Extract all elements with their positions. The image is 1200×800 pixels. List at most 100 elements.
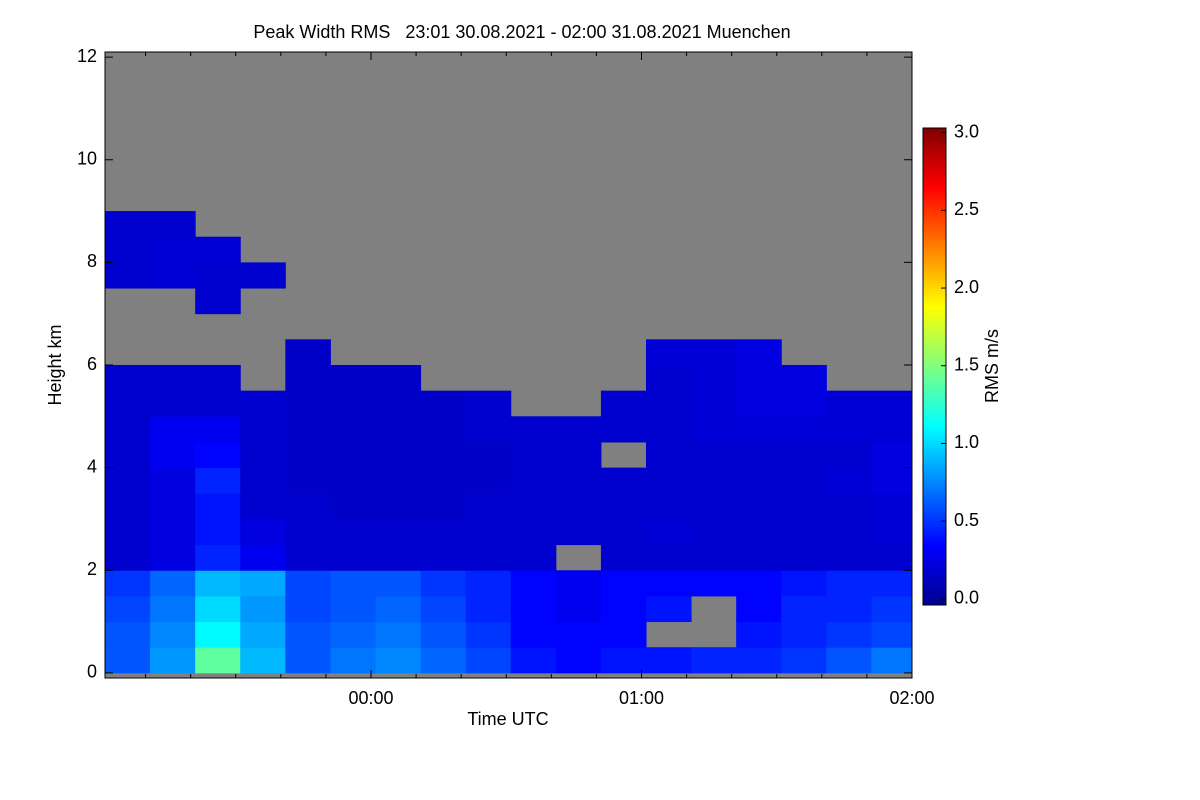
heatmap-cell xyxy=(285,647,331,674)
heatmap-cell xyxy=(330,621,377,648)
y-tick-label: 10 xyxy=(77,149,97,169)
heatmap-cell xyxy=(465,390,512,417)
y-tick-label: 6 xyxy=(87,354,97,374)
heatmap-cell xyxy=(195,390,241,417)
heatmap-cell xyxy=(150,365,196,392)
heatmap-cell xyxy=(105,518,151,546)
colorbar-label: RMS m/s xyxy=(982,329,1002,403)
heatmap-cell xyxy=(510,647,557,674)
chart-title: Peak Width RMS 23:01 30.08.2021 - 02:00 … xyxy=(253,22,790,42)
heatmap-cell xyxy=(646,390,692,417)
heatmap-cell xyxy=(555,493,602,520)
heatmap-cell xyxy=(240,595,286,623)
heatmap-cell xyxy=(150,570,196,597)
heatmap-cell xyxy=(736,647,782,674)
heatmap-cell xyxy=(105,570,151,597)
heatmap-cell xyxy=(646,467,692,494)
heatmap-cell xyxy=(150,647,196,674)
heatmap-cell xyxy=(465,441,512,469)
heatmap-cell xyxy=(781,570,827,597)
heatmap-cell xyxy=(510,570,557,597)
heatmap-cell xyxy=(781,493,827,520)
colorbar-tick-label: 2.5 xyxy=(954,199,979,219)
heatmap-cell xyxy=(555,570,602,597)
y-tick-label: 8 xyxy=(87,251,97,271)
heatmap-cell xyxy=(646,544,692,571)
heatmap-cell xyxy=(375,621,422,648)
heatmap-cell xyxy=(240,621,286,648)
heatmap-cell xyxy=(555,441,602,469)
heatmap-cell xyxy=(330,544,377,571)
heatmap-cell xyxy=(105,621,151,648)
heatmap-cell xyxy=(285,365,331,392)
y-axis-label: Height km xyxy=(45,324,65,405)
heatmap-cell xyxy=(781,595,827,623)
heatmap-cell xyxy=(240,441,286,469)
heatmap-cell xyxy=(555,518,602,546)
heatmap-cell xyxy=(736,416,782,443)
heatmap-cell xyxy=(105,493,151,520)
heatmap-cell xyxy=(285,339,331,366)
heatmap-cell xyxy=(465,467,512,494)
heatmap-cell xyxy=(285,621,331,648)
heatmap-cell xyxy=(420,493,467,520)
heatmap-cell xyxy=(646,416,692,443)
heatmap-cell xyxy=(600,390,647,417)
heatmap-cell xyxy=(105,365,151,392)
heatmap-cell xyxy=(150,518,196,546)
heatmap-cell xyxy=(781,621,827,648)
heatmap-cell xyxy=(420,621,467,648)
heatmap-cell xyxy=(330,647,377,674)
heatmap-cell xyxy=(600,518,647,546)
heatmap-cell xyxy=(781,467,827,494)
heatmap-cell xyxy=(285,467,331,494)
heatmap-cell xyxy=(691,441,737,469)
heatmap-cell xyxy=(330,365,377,392)
heatmap-cell xyxy=(105,211,151,238)
heatmap-cell xyxy=(691,647,737,674)
heatmap-cell xyxy=(465,595,512,623)
heatmap-cell xyxy=(871,441,913,469)
heatmap-cell xyxy=(510,493,557,520)
heatmap-cell xyxy=(465,647,512,674)
heatmap-cell xyxy=(375,467,422,494)
heatmap-cell xyxy=(871,467,913,494)
heatmap-cell xyxy=(285,518,331,546)
heatmap-cell xyxy=(600,570,647,597)
heatmap-cell xyxy=(150,493,196,520)
colorbar-tick-label: 0.0 xyxy=(954,588,979,608)
colorbar-tick-label: 0.5 xyxy=(954,510,979,530)
heatmap-cell xyxy=(510,621,557,648)
heatmap-cell xyxy=(420,595,467,623)
heatmap-cell xyxy=(195,288,241,315)
heatmap-cell xyxy=(646,647,692,674)
heatmap-cell xyxy=(646,441,692,469)
heatmap-cell xyxy=(510,467,557,494)
heatmap-cell xyxy=(195,647,241,674)
heatmap-cell xyxy=(375,441,422,469)
y-tick-label: 2 xyxy=(87,559,97,579)
heatmap-cell xyxy=(195,441,241,469)
heatmap-cell xyxy=(736,493,782,520)
heatmap-cell xyxy=(330,441,377,469)
heatmap-cell xyxy=(195,621,241,648)
heatmap-cell xyxy=(691,467,737,494)
heatmap-cell xyxy=(105,647,151,674)
heatmap-cell xyxy=(691,390,737,417)
heatmap-cell xyxy=(240,262,286,289)
heatmap-cell xyxy=(826,647,872,674)
heatmap-cell xyxy=(510,441,557,469)
heatmap-cell xyxy=(375,647,422,674)
heatmap-cell xyxy=(781,647,827,674)
heatmap-cell xyxy=(871,570,913,597)
heatmap-cell xyxy=(420,467,467,494)
heatmap-cell xyxy=(826,467,872,494)
heatmap-cell xyxy=(871,416,913,443)
heatmap-cell xyxy=(555,595,602,623)
heatmap-cell xyxy=(826,441,872,469)
heatmap-cell xyxy=(600,595,647,623)
heatmap-cell xyxy=(240,493,286,520)
heatmap-cell xyxy=(375,365,422,392)
heatmap-cell xyxy=(375,493,422,520)
